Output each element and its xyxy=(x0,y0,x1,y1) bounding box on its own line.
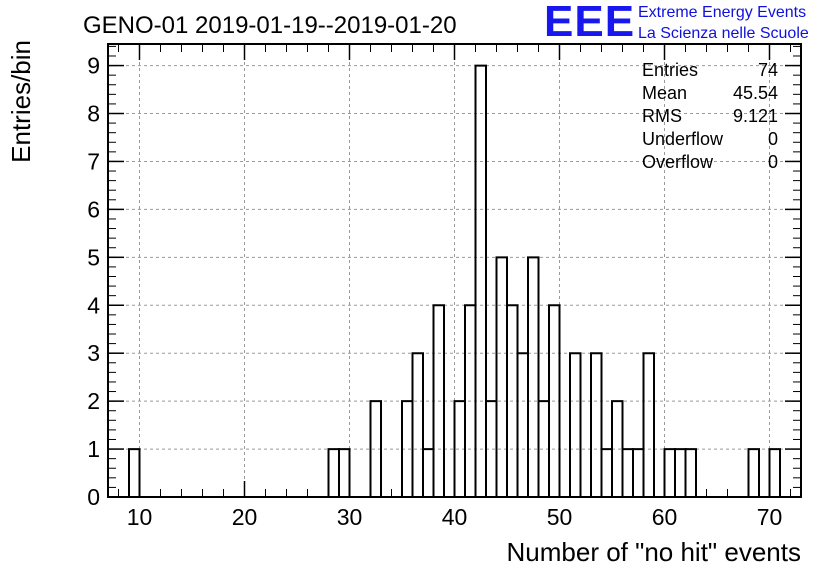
histogram-bars xyxy=(128,64,781,497)
stat-value: 0 xyxy=(768,129,778,149)
x-tick-label: 10 xyxy=(127,504,153,530)
grid-lines xyxy=(108,44,801,497)
histogram-bin xyxy=(747,448,760,497)
histogram-bin xyxy=(527,256,540,497)
x-tick-label: 40 xyxy=(442,504,468,530)
stat-value: 9.121 xyxy=(733,106,778,126)
histogram-bin xyxy=(411,352,424,497)
x-axis-ticks: 10 20 30 40 50 60 70 xyxy=(118,44,791,530)
histogram-bin xyxy=(663,448,676,497)
eee-logo-mark: EEE xyxy=(544,0,636,46)
histogram-bin xyxy=(128,448,141,497)
y-tick-label: 7 xyxy=(87,148,100,174)
histogram-bin xyxy=(569,352,582,497)
x-axis-label: Number of "no hit" events xyxy=(507,537,802,567)
x-tick-label: 20 xyxy=(232,504,258,530)
histogram-bin xyxy=(684,448,697,497)
histogram-bin xyxy=(516,352,529,497)
histogram-bin xyxy=(642,352,655,497)
y-axis-label: Entries/bin xyxy=(6,40,36,163)
y-tick-label: 4 xyxy=(87,292,100,318)
x-tick-label: 70 xyxy=(757,504,783,530)
stat-label: RMS xyxy=(642,106,682,126)
stat-value: 45.54 xyxy=(733,83,778,103)
chart-title: GENO-01 2019-01-19--2019-01-20 xyxy=(83,12,457,39)
stat-label: Mean xyxy=(642,83,687,103)
y-tick-label: 9 xyxy=(87,53,100,79)
histogram-bin xyxy=(600,448,613,497)
histogram-bin xyxy=(338,448,351,497)
stat-label: Overflow xyxy=(642,152,714,172)
y-tick-label: 1 xyxy=(87,436,100,462)
y-tick-label: 2 xyxy=(87,388,100,414)
histogram-bin xyxy=(495,256,508,497)
histogram-bin xyxy=(590,352,603,497)
histogram-bin xyxy=(621,448,634,497)
stat-value: 74 xyxy=(758,60,778,80)
histogram-bin xyxy=(422,448,435,497)
eee-logo: EEE Extreme Energy Events La Scienza nel… xyxy=(544,0,834,46)
stats-box: Entries 74 Mean 45.54 RMS 9.121 Underflow 0 Over… xyxy=(642,60,778,172)
histogram-bin xyxy=(768,448,781,497)
y-tick-label: 5 xyxy=(87,244,100,270)
histogram-bin xyxy=(674,448,687,497)
histogram-bin xyxy=(432,304,445,497)
stat-label: Entries xyxy=(642,60,698,80)
histogram-bin xyxy=(548,304,561,497)
histogram-bin xyxy=(474,64,487,497)
y-tick-label: 8 xyxy=(87,101,100,127)
stat-label: Underflow xyxy=(642,129,724,149)
histogram-bin xyxy=(369,400,382,497)
y-tick-label: 6 xyxy=(87,196,100,222)
y-axis-ticks: 0 1 2 3 4 5 6 7 8 9 xyxy=(87,45,801,510)
stat-value: 0 xyxy=(768,152,778,172)
x-tick-label: 30 xyxy=(337,504,363,530)
x-tick-label: 60 xyxy=(652,504,678,530)
x-tick-label: 50 xyxy=(547,504,573,530)
y-tick-label: 0 xyxy=(87,484,100,510)
histogram-bin xyxy=(632,448,645,497)
logo-line-2: La Scienza nelle Scuole xyxy=(638,25,809,42)
histogram-bin xyxy=(327,448,340,497)
logo-line-1: Extreme Energy Events xyxy=(638,4,807,21)
y-tick-label: 3 xyxy=(87,340,100,366)
